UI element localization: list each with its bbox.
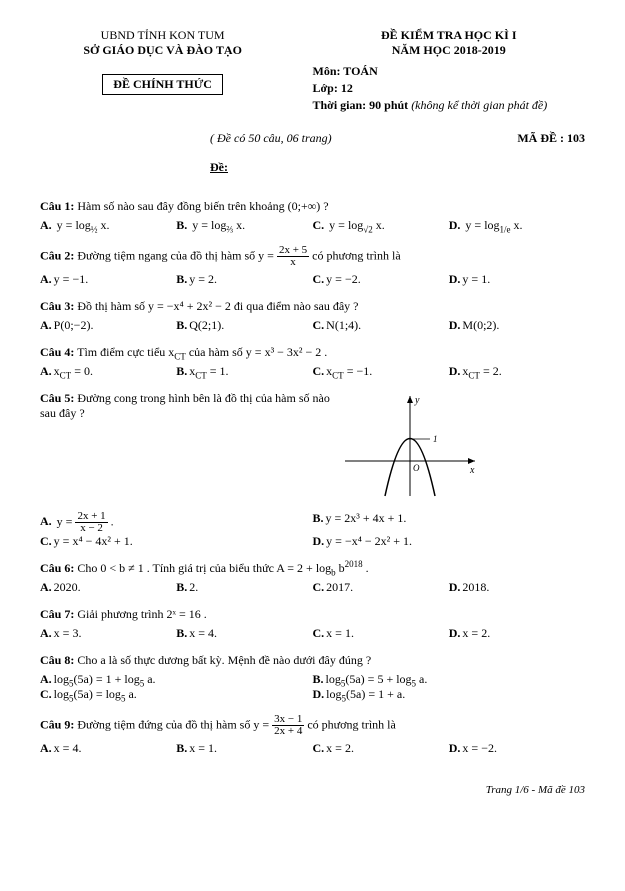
header-right: ĐỀ KIỂM TRA HỌC KÌ I NĂM HỌC 2018-2019 M… bbox=[313, 28, 586, 113]
official-box: ĐỀ CHÍNH THỨC bbox=[102, 74, 223, 95]
q1-label: Câu 1: bbox=[40, 199, 74, 213]
province-line: UBND TỈNH KON TUM bbox=[40, 28, 285, 43]
subject: Môn: TOÁN bbox=[313, 64, 378, 78]
svg-text:O: O bbox=[413, 463, 420, 473]
question-3: Câu 3: Đồ thị hàm số y = −x⁴ + 2x² − 2 đ… bbox=[40, 299, 585, 333]
time-label: Thời gian: 90 phút bbox=[313, 98, 409, 112]
question-9: Câu 9: Đường tiệm đứng của đồ thị hàm số… bbox=[40, 714, 585, 756]
question-6: Câu 6: Cho 0 < b ≠ 1 . Tính giá trị của … bbox=[40, 561, 585, 595]
exam-title: ĐỀ KIỂM TRA HỌC KÌ I bbox=[313, 28, 586, 43]
questions-content: Câu 1: Hàm số nào sau đây đồng biến trên… bbox=[40, 199, 585, 756]
time-note: (không kể thời gian phát đề) bbox=[411, 98, 547, 112]
graph-parabola: 1 x y O bbox=[340, 391, 585, 501]
count-note: ( Đề có 50 câu, 06 trang) bbox=[210, 131, 332, 146]
document-header: UBND TỈNH KON TUM SỞ GIÁO DỤC VÀ ĐÀO TẠO… bbox=[40, 28, 585, 113]
question-5: Câu 5: Đường cong trong hình bên là đồ t… bbox=[40, 391, 585, 549]
department-line: SỞ GIÁO DỤC VÀ ĐÀO TẠO bbox=[40, 43, 285, 58]
exam-info: Môn: TOÁN Lớp: 12 Thời gian: 90 phút (kh… bbox=[313, 64, 586, 113]
de-label: Đề: bbox=[210, 160, 585, 175]
svg-text:y: y bbox=[414, 395, 420, 406]
page-footer: Trang 1/6 - Mã đề 103 bbox=[40, 784, 585, 796]
question-8: Câu 8: Cho a là số thực dương bất kỳ. Mệ… bbox=[40, 653, 585, 702]
school-year: NĂM HỌC 2018-2019 bbox=[313, 43, 586, 58]
parabola-svg: 1 x y O bbox=[340, 391, 480, 501]
question-7: Câu 7: Giải phương trình 2ˣ = 16 . A.x =… bbox=[40, 607, 585, 641]
exam-note-row: ( Đề có 50 câu, 06 trang) MÃ ĐỀ : 103 bbox=[40, 131, 585, 146]
svg-text:x: x bbox=[469, 465, 475, 476]
question-4: Câu 4: Tìm điểm cực tiểu xCT của hàm số … bbox=[40, 345, 585, 379]
question-1: Câu 1: Hàm số nào sau đây đồng biến trên… bbox=[40, 199, 585, 233]
q1-text: Hàm số nào sau đây đồng biến trên khoảng… bbox=[77, 199, 328, 213]
svg-text:1: 1 bbox=[433, 434, 438, 444]
exam-code: MÃ ĐỀ : 103 bbox=[517, 131, 585, 146]
header-left: UBND TỈNH KON TUM SỞ GIÁO DỤC VÀ ĐÀO TẠO… bbox=[40, 28, 285, 113]
question-2: Câu 2: Đường tiệm ngang của đồ thị hàm s… bbox=[40, 245, 585, 287]
class: Lớp: 12 bbox=[313, 81, 353, 95]
